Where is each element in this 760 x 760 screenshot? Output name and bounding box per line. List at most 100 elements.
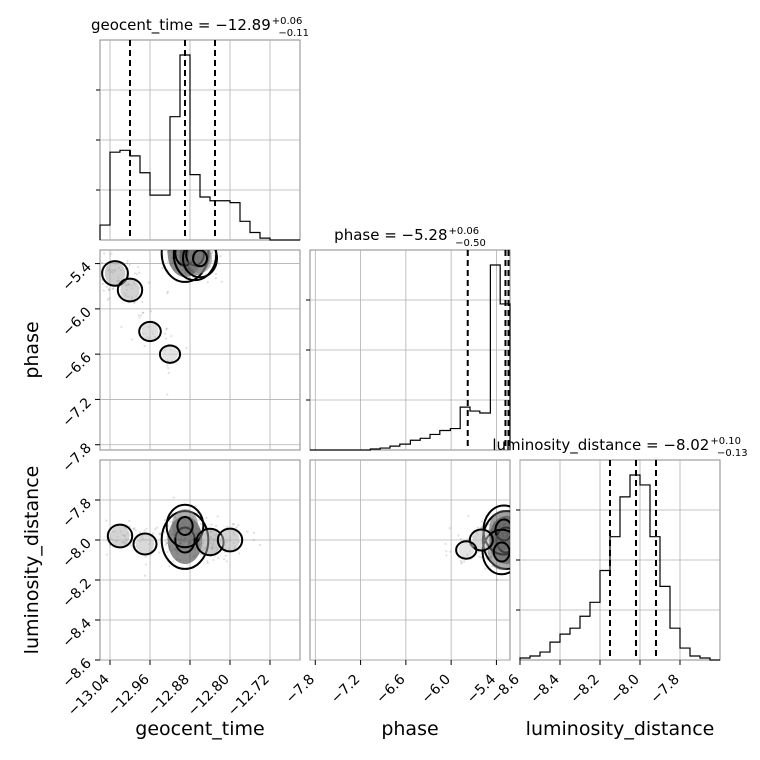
y-tick-label: −7.8: [59, 440, 94, 475]
sample-point: [102, 289, 105, 292]
density-cell: [136, 534, 154, 554]
sample-point: [154, 527, 157, 531]
sample-point: [126, 259, 129, 262]
sample-point: [108, 288, 111, 292]
sample-point: [514, 533, 516, 535]
sample-point: [168, 565, 171, 568]
sample-point: [141, 301, 144, 304]
title-prefix: geocent_time = −12.89: [91, 16, 271, 35]
sample-point: [445, 550, 448, 553]
y-tick-label: −7.8: [59, 496, 94, 531]
density-cell: [458, 542, 475, 558]
sample-point: [136, 265, 140, 269]
density-contour: [216, 527, 244, 553]
sample-point: [220, 280, 223, 283]
sample-point: [212, 558, 215, 562]
sample-point: [246, 530, 249, 533]
sample-point: [163, 332, 166, 335]
x-tick-label: −8.0: [607, 672, 642, 707]
sample-point: [479, 526, 482, 530]
sample-point: [100, 261, 104, 264]
x-tick-label: −12.80: [185, 672, 233, 720]
x-axis-label-luminosity_distance: luminosity_distance: [526, 718, 715, 740]
panel-title-luminosity_distance: luminosity_distance = −8.02+0.10 −0.13: [492, 436, 747, 459]
sample-point: [477, 550, 480, 554]
sample-point: [511, 549, 513, 551]
density-cell: [199, 529, 221, 555]
sample-point: [512, 536, 514, 538]
sample-point: [204, 245, 206, 247]
sample-point: [192, 247, 194, 249]
sample-point: [515, 551, 517, 553]
density-panel: [444, 500, 519, 581]
sample-point: [144, 563, 148, 566]
sample-point: [222, 557, 226, 561]
sample-point: [172, 560, 175, 563]
sample-point: [105, 519, 108, 522]
sample-point: [197, 245, 199, 247]
sample-point: [212, 240, 214, 242]
sample-point: [191, 246, 193, 248]
sample-point: [183, 244, 185, 246]
sample-point: [196, 243, 198, 245]
sample-point: [513, 534, 515, 536]
sample-point: [105, 553, 108, 556]
sample-point: [459, 559, 462, 563]
sample-point: [199, 553, 203, 556]
sample-point: [238, 552, 241, 555]
panel-title-phase: phase = −5.28+0.06 −0.50: [334, 226, 486, 249]
sample-point: [111, 287, 114, 291]
sample-point: [194, 505, 197, 508]
sample-point: [169, 520, 172, 523]
sample-point: [460, 561, 464, 564]
x-tick-label: −7.8: [647, 672, 682, 707]
sample-point: [237, 524, 240, 527]
sample-point: [478, 555, 481, 558]
sample-point: [514, 536, 516, 538]
sample-point: [140, 314, 143, 317]
sample-point: [149, 310, 153, 313]
sample-point: [93, 267, 95, 269]
sample-point: [164, 328, 168, 331]
sample-point: [460, 562, 463, 565]
x-tick-label: −7.2: [328, 672, 363, 707]
sample-point: [175, 245, 177, 247]
sample-point: [97, 278, 99, 280]
sample-point: [166, 290, 169, 293]
sample-point: [184, 245, 186, 247]
density-contour: [182, 250, 218, 279]
sample-point: [511, 544, 513, 546]
sample-point: [185, 247, 187, 249]
x-tick-label: −12.88: [145, 672, 193, 720]
x-axis-label-phase: phase: [381, 718, 438, 740]
sample-point: [459, 538, 463, 541]
sample-point: [112, 287, 115, 290]
sample-point: [175, 247, 177, 249]
sample-point: [515, 527, 517, 529]
sample-point: [199, 248, 201, 250]
sample-point: [517, 514, 519, 516]
sample-point: [512, 548, 514, 550]
title-prefix: phase = −5.28: [334, 226, 447, 244]
sample-point: [215, 525, 218, 528]
sample-point: [120, 325, 123, 329]
sample-point: [110, 252, 113, 255]
sample-point: [225, 560, 228, 563]
sample-point: [190, 243, 192, 245]
sample-point: [516, 555, 518, 557]
sample-point: [197, 246, 199, 248]
sample-point: [128, 525, 131, 528]
x-tick-label: −12.72: [225, 672, 273, 720]
sample-point: [512, 500, 514, 502]
title-plus: +0.06: [272, 16, 303, 27]
density-cell: [141, 322, 159, 341]
sample-point: [511, 530, 513, 532]
density-cell: [171, 509, 199, 543]
sample-point: [108, 297, 111, 300]
y-axis-label-luminosity_distance: luminosity_distance: [21, 466, 43, 655]
sample-point: [480, 520, 484, 523]
sample-point: [194, 246, 196, 248]
sample-point: [448, 526, 451, 530]
panel-frame: [309, 459, 511, 661]
